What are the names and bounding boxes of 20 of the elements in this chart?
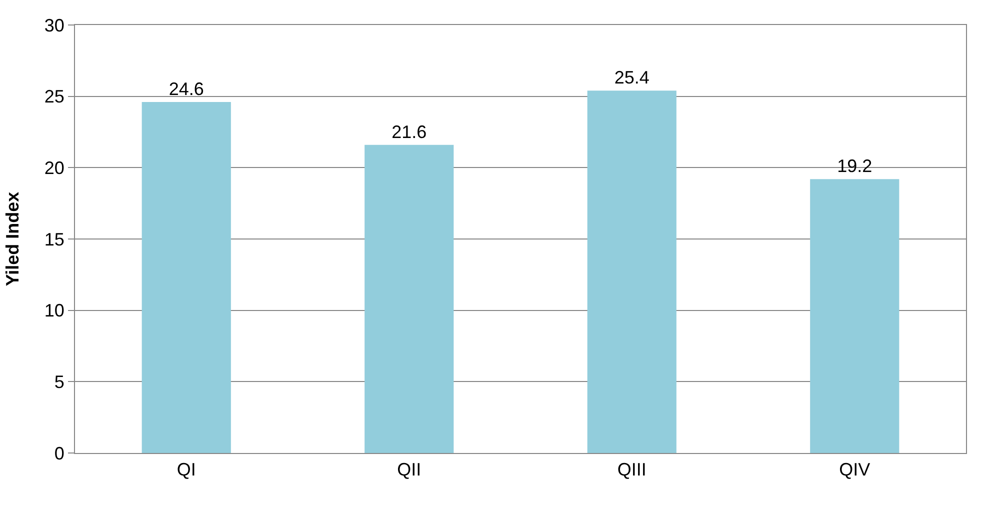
y-tick-label: 15 (44, 229, 64, 250)
y-axis-title: Yiled Index (2, 192, 23, 286)
data-label: 21.6 (392, 122, 427, 142)
y-tick-label: 20 (44, 158, 64, 178)
x-tick-label: QIII (617, 460, 646, 480)
bar (587, 90, 676, 453)
x-tick-label: QI (176, 460, 196, 480)
y-tick-label: 0 (54, 443, 64, 464)
data-label: 25.4 (614, 68, 650, 88)
y-tick-label: 5 (54, 372, 64, 392)
data-label: 24.6 (168, 79, 204, 100)
bar (810, 179, 900, 453)
y-tick-label: 30 (44, 15, 64, 36)
x-tick-label: QII (397, 460, 422, 480)
x-tick-label: QIV (839, 460, 870, 480)
bar (364, 144, 454, 453)
bar (142, 102, 231, 453)
y-tick-label: 10 (44, 300, 64, 321)
y-tick-label: 25 (44, 86, 64, 107)
data-label: 19.2 (837, 156, 872, 176)
